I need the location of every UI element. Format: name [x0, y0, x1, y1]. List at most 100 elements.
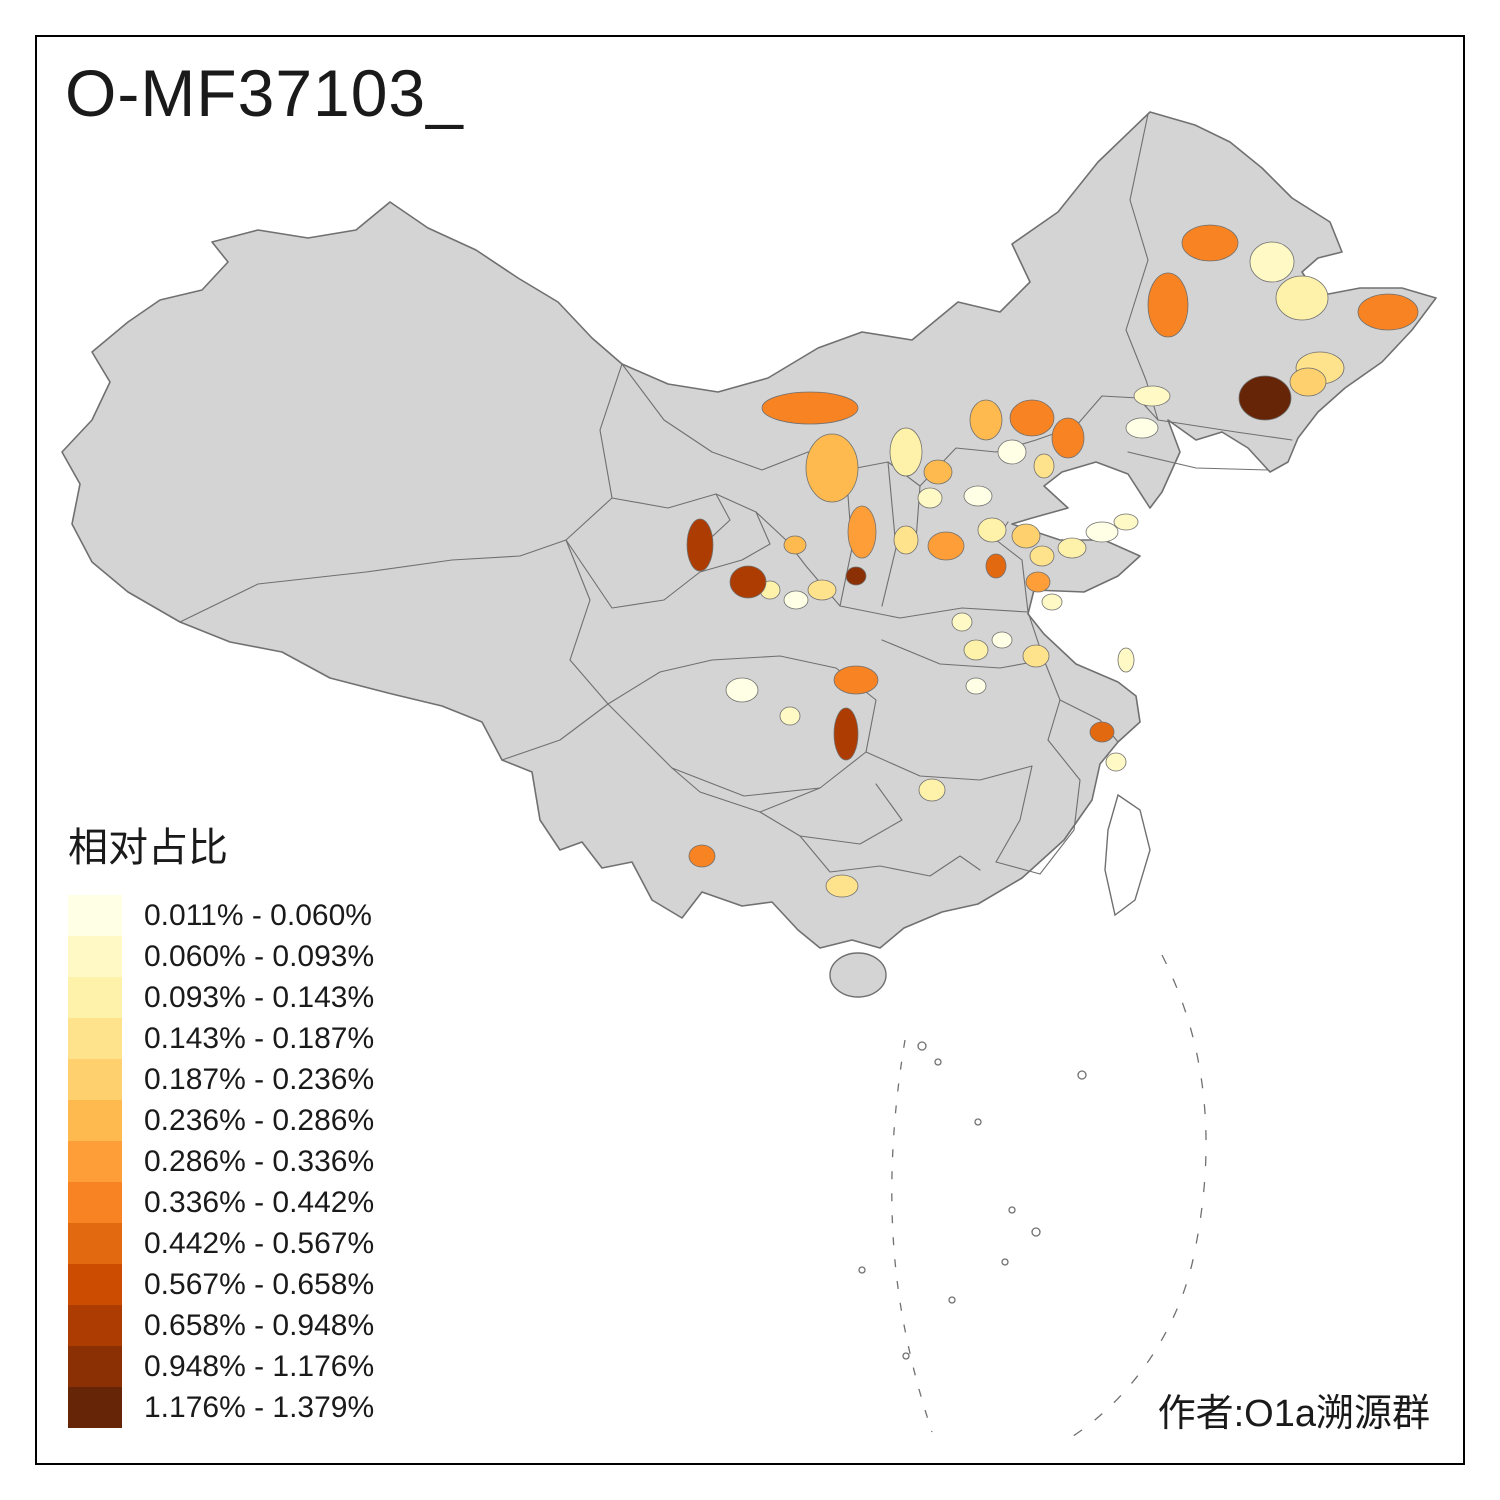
prefecture-region — [927, 531, 965, 561]
legend-item: 0.187% - 0.236% — [68, 1059, 374, 1100]
legend-label: 0.658% - 0.948% — [144, 1308, 375, 1342]
prefecture-region — [951, 612, 973, 632]
legend-swatch — [68, 895, 122, 936]
legend-label: 0.948% - 1.176% — [144, 1349, 375, 1383]
prefecture-region — [977, 517, 1007, 543]
prefecture-region — [893, 525, 919, 555]
legend-swatch — [68, 1223, 122, 1264]
legend-item: 0.011% - 0.060% — [68, 895, 374, 936]
prefecture-region — [1133, 385, 1171, 407]
legend-item: 0.567% - 0.658% — [68, 1264, 374, 1305]
prefecture-region — [825, 874, 859, 898]
china-map — [61, 111, 1437, 1439]
legend-swatch — [68, 1305, 122, 1346]
mainland-shape — [61, 111, 1437, 998]
legend-item: 0.658% - 0.948% — [68, 1305, 374, 1346]
prefecture-region — [1041, 593, 1063, 611]
prefecture-region — [1147, 272, 1189, 338]
legend-swatch — [68, 1346, 122, 1387]
prefecture-region — [969, 399, 1003, 441]
prefecture-region — [783, 590, 809, 610]
legend-label: 0.093% - 0.143% — [144, 980, 375, 1014]
prefecture-region — [1085, 521, 1119, 543]
prefecture-region — [889, 427, 923, 477]
legend-item: 0.948% - 1.176% — [68, 1346, 374, 1387]
legend-swatch — [68, 977, 122, 1018]
legend-swatch — [68, 1264, 122, 1305]
prefecture-region — [805, 433, 859, 503]
taiwan-island — [1104, 793, 1151, 917]
prefecture-region — [847, 505, 877, 559]
legend-item: 0.093% - 0.143% — [68, 977, 374, 1018]
prefecture-region — [997, 439, 1027, 465]
legend-item: 0.286% - 0.336% — [68, 1141, 374, 1182]
prefecture-region — [963, 639, 989, 661]
prefecture-region — [688, 844, 716, 868]
legend-label: 0.011% - 0.060% — [144, 898, 372, 932]
prefecture-region — [1033, 453, 1055, 479]
prefecture-region — [963, 485, 993, 507]
legend-swatch — [68, 1018, 122, 1059]
prefecture-region — [965, 677, 987, 695]
legend-swatch — [68, 1059, 122, 1100]
prefecture-region — [779, 706, 801, 726]
prefecture-region — [1181, 224, 1239, 262]
prefecture-region — [1025, 571, 1051, 593]
legend-swatch — [68, 936, 122, 977]
prefecture-region — [845, 566, 867, 586]
legend-swatch — [68, 1182, 122, 1223]
prefecture-region — [1009, 399, 1055, 437]
legend-title: 相对占比 — [68, 826, 228, 870]
prefecture-region — [1011, 523, 1041, 549]
legend-item: 0.442% - 0.567% — [68, 1223, 374, 1264]
legend-item: 0.060% - 0.093% — [68, 936, 374, 977]
map-title: O-MF37103_ — [65, 56, 464, 130]
prefecture-region — [1238, 375, 1292, 421]
legend-label: 0.187% - 0.236% — [144, 1062, 375, 1096]
hainan-island — [829, 952, 887, 998]
prefecture-region — [1105, 752, 1127, 772]
legend-swatch — [68, 1387, 122, 1428]
prefecture-region — [1051, 417, 1085, 459]
prefecture-region — [807, 579, 837, 601]
prefecture-region — [918, 778, 946, 802]
prefecture-region — [729, 565, 767, 599]
plot-frame: O-MF37103_ 相对占比 0.011% - 0.060% 0.060% - … — [35, 35, 1465, 1465]
prefecture-region — [1249, 241, 1295, 283]
south-china-sea-islands — [858, 954, 1207, 1439]
legend-label: 0.336% - 0.442% — [144, 1185, 375, 1219]
prefecture-region — [686, 518, 714, 572]
prefecture-region — [833, 707, 859, 761]
prefecture-region — [917, 487, 943, 509]
legend-item: 1.176% - 1.379% — [68, 1387, 374, 1428]
prefecture-region — [725, 677, 759, 703]
prefecture-region — [1357, 293, 1419, 331]
prefecture-region — [1113, 513, 1139, 531]
prefecture-region — [1022, 644, 1050, 668]
legend-item: 0.143% - 0.187% — [68, 1018, 374, 1059]
prefecture-region — [985, 553, 1007, 579]
prefecture-region — [923, 459, 953, 485]
prefecture-region — [1089, 721, 1115, 743]
prefecture-regions-layer — [686, 224, 1419, 898]
prefecture-region — [1275, 275, 1329, 321]
prefecture-region — [1117, 647, 1135, 673]
legend-item: 0.236% - 0.286% — [68, 1100, 374, 1141]
prefecture-region — [833, 665, 879, 695]
legend-swatch — [68, 1141, 122, 1182]
legend-label: 0.567% - 0.658% — [144, 1267, 375, 1301]
prefecture-region — [1029, 545, 1055, 567]
legend-swatch — [68, 1100, 122, 1141]
legend-label: 0.442% - 0.567% — [144, 1226, 375, 1260]
legend-label: 1.176% - 1.379% — [144, 1390, 375, 1424]
legend-items: 0.011% - 0.060% 0.060% - 0.093% 0.093% - 0… — [68, 895, 374, 1428]
author-credit: 作者:O1a溯源群 — [1157, 1393, 1430, 1435]
legend-label: 0.143% - 0.187% — [144, 1021, 375, 1055]
legend-label: 0.060% - 0.093% — [144, 939, 375, 973]
prefecture-region — [1057, 537, 1087, 559]
prefecture-region — [1125, 417, 1159, 439]
legend-item: 0.336% - 0.442% — [68, 1182, 374, 1223]
prefecture-region — [991, 631, 1013, 649]
legend-label: 0.286% - 0.336% — [144, 1144, 375, 1178]
prefecture-region — [783, 535, 807, 555]
